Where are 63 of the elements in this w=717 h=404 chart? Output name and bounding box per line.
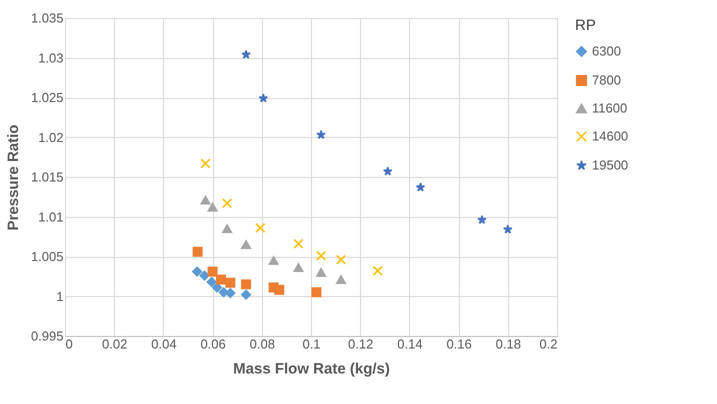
- legend-label: 19500: [592, 158, 628, 172]
- point: [255, 222, 266, 233]
- point: [268, 256, 279, 265]
- x-tick-label: 0.12: [348, 336, 374, 352]
- point: [258, 93, 268, 102]
- y-tick-label: 1: [56, 288, 64, 304]
- y-tick-label: 0.995: [30, 328, 64, 344]
- point: [416, 182, 426, 192]
- point: [372, 266, 383, 276]
- legend-label: 7800: [592, 72, 621, 88]
- x-tick-label: 0.02: [102, 336, 128, 352]
- point: [222, 198, 232, 208]
- point: [208, 266, 218, 277]
- point: [293, 238, 304, 249]
- point: [200, 196, 210, 204]
- point: [311, 287, 322, 298]
- y-tick-label: 1.01: [38, 209, 64, 224]
- point: [192, 246, 203, 257]
- x-tick-label: 0.16: [446, 336, 472, 352]
- legend-label: 6300: [592, 44, 621, 58]
- x-tick-label: 0: [66, 336, 73, 352]
- point: [222, 224, 232, 234]
- point: [225, 278, 236, 288]
- point: [293, 263, 304, 272]
- legend-title: RP: [575, 17, 596, 34]
- x-tick-label: 0.08: [250, 336, 275, 352]
- point: [382, 166, 393, 176]
- point: [241, 279, 252, 290]
- point: [274, 284, 284, 295]
- x-axis-title: Mass Flow Rate (kg/s): [233, 360, 390, 378]
- point: [336, 275, 346, 284]
- point: [241, 290, 252, 300]
- point: [316, 268, 326, 277]
- y-tick-label: 1.03: [38, 50, 64, 66]
- x-tick-label: 0.1: [302, 336, 321, 352]
- point: [241, 240, 252, 249]
- y-tick-label: 1.015: [30, 170, 64, 184]
- point: [503, 224, 513, 234]
- x-tick-label: 0.18: [496, 336, 521, 352]
- y-tick-label: 1.025: [30, 90, 64, 105]
- x-tick-label: 0.04: [151, 336, 177, 352]
- y-tick-label: 1.005: [30, 249, 64, 264]
- point: [192, 266, 202, 277]
- point: [241, 50, 251, 59]
- x-tick-label: 0.06: [200, 336, 226, 352]
- point: [336, 254, 346, 265]
- x-tick-label: 0.2: [539, 336, 558, 352]
- point: [477, 214, 487, 224]
- point: [316, 130, 326, 140]
- point: [200, 158, 210, 168]
- point: [216, 274, 226, 285]
- legend-label: 11600: [592, 100, 628, 116]
- point: [212, 282, 222, 292]
- point: [200, 270, 210, 281]
- point: [206, 276, 217, 287]
- y-tick-label: 1.035: [30, 10, 64, 26]
- x-tick-label: 0.14: [397, 336, 423, 352]
- point: [208, 202, 218, 212]
- y-tick-label: 1.02: [38, 130, 64, 145]
- legend-label: 14600: [592, 128, 628, 144]
- point: [316, 250, 326, 261]
- y-axis-title: Pressure Ratio: [4, 124, 22, 230]
- point: [225, 288, 236, 298]
